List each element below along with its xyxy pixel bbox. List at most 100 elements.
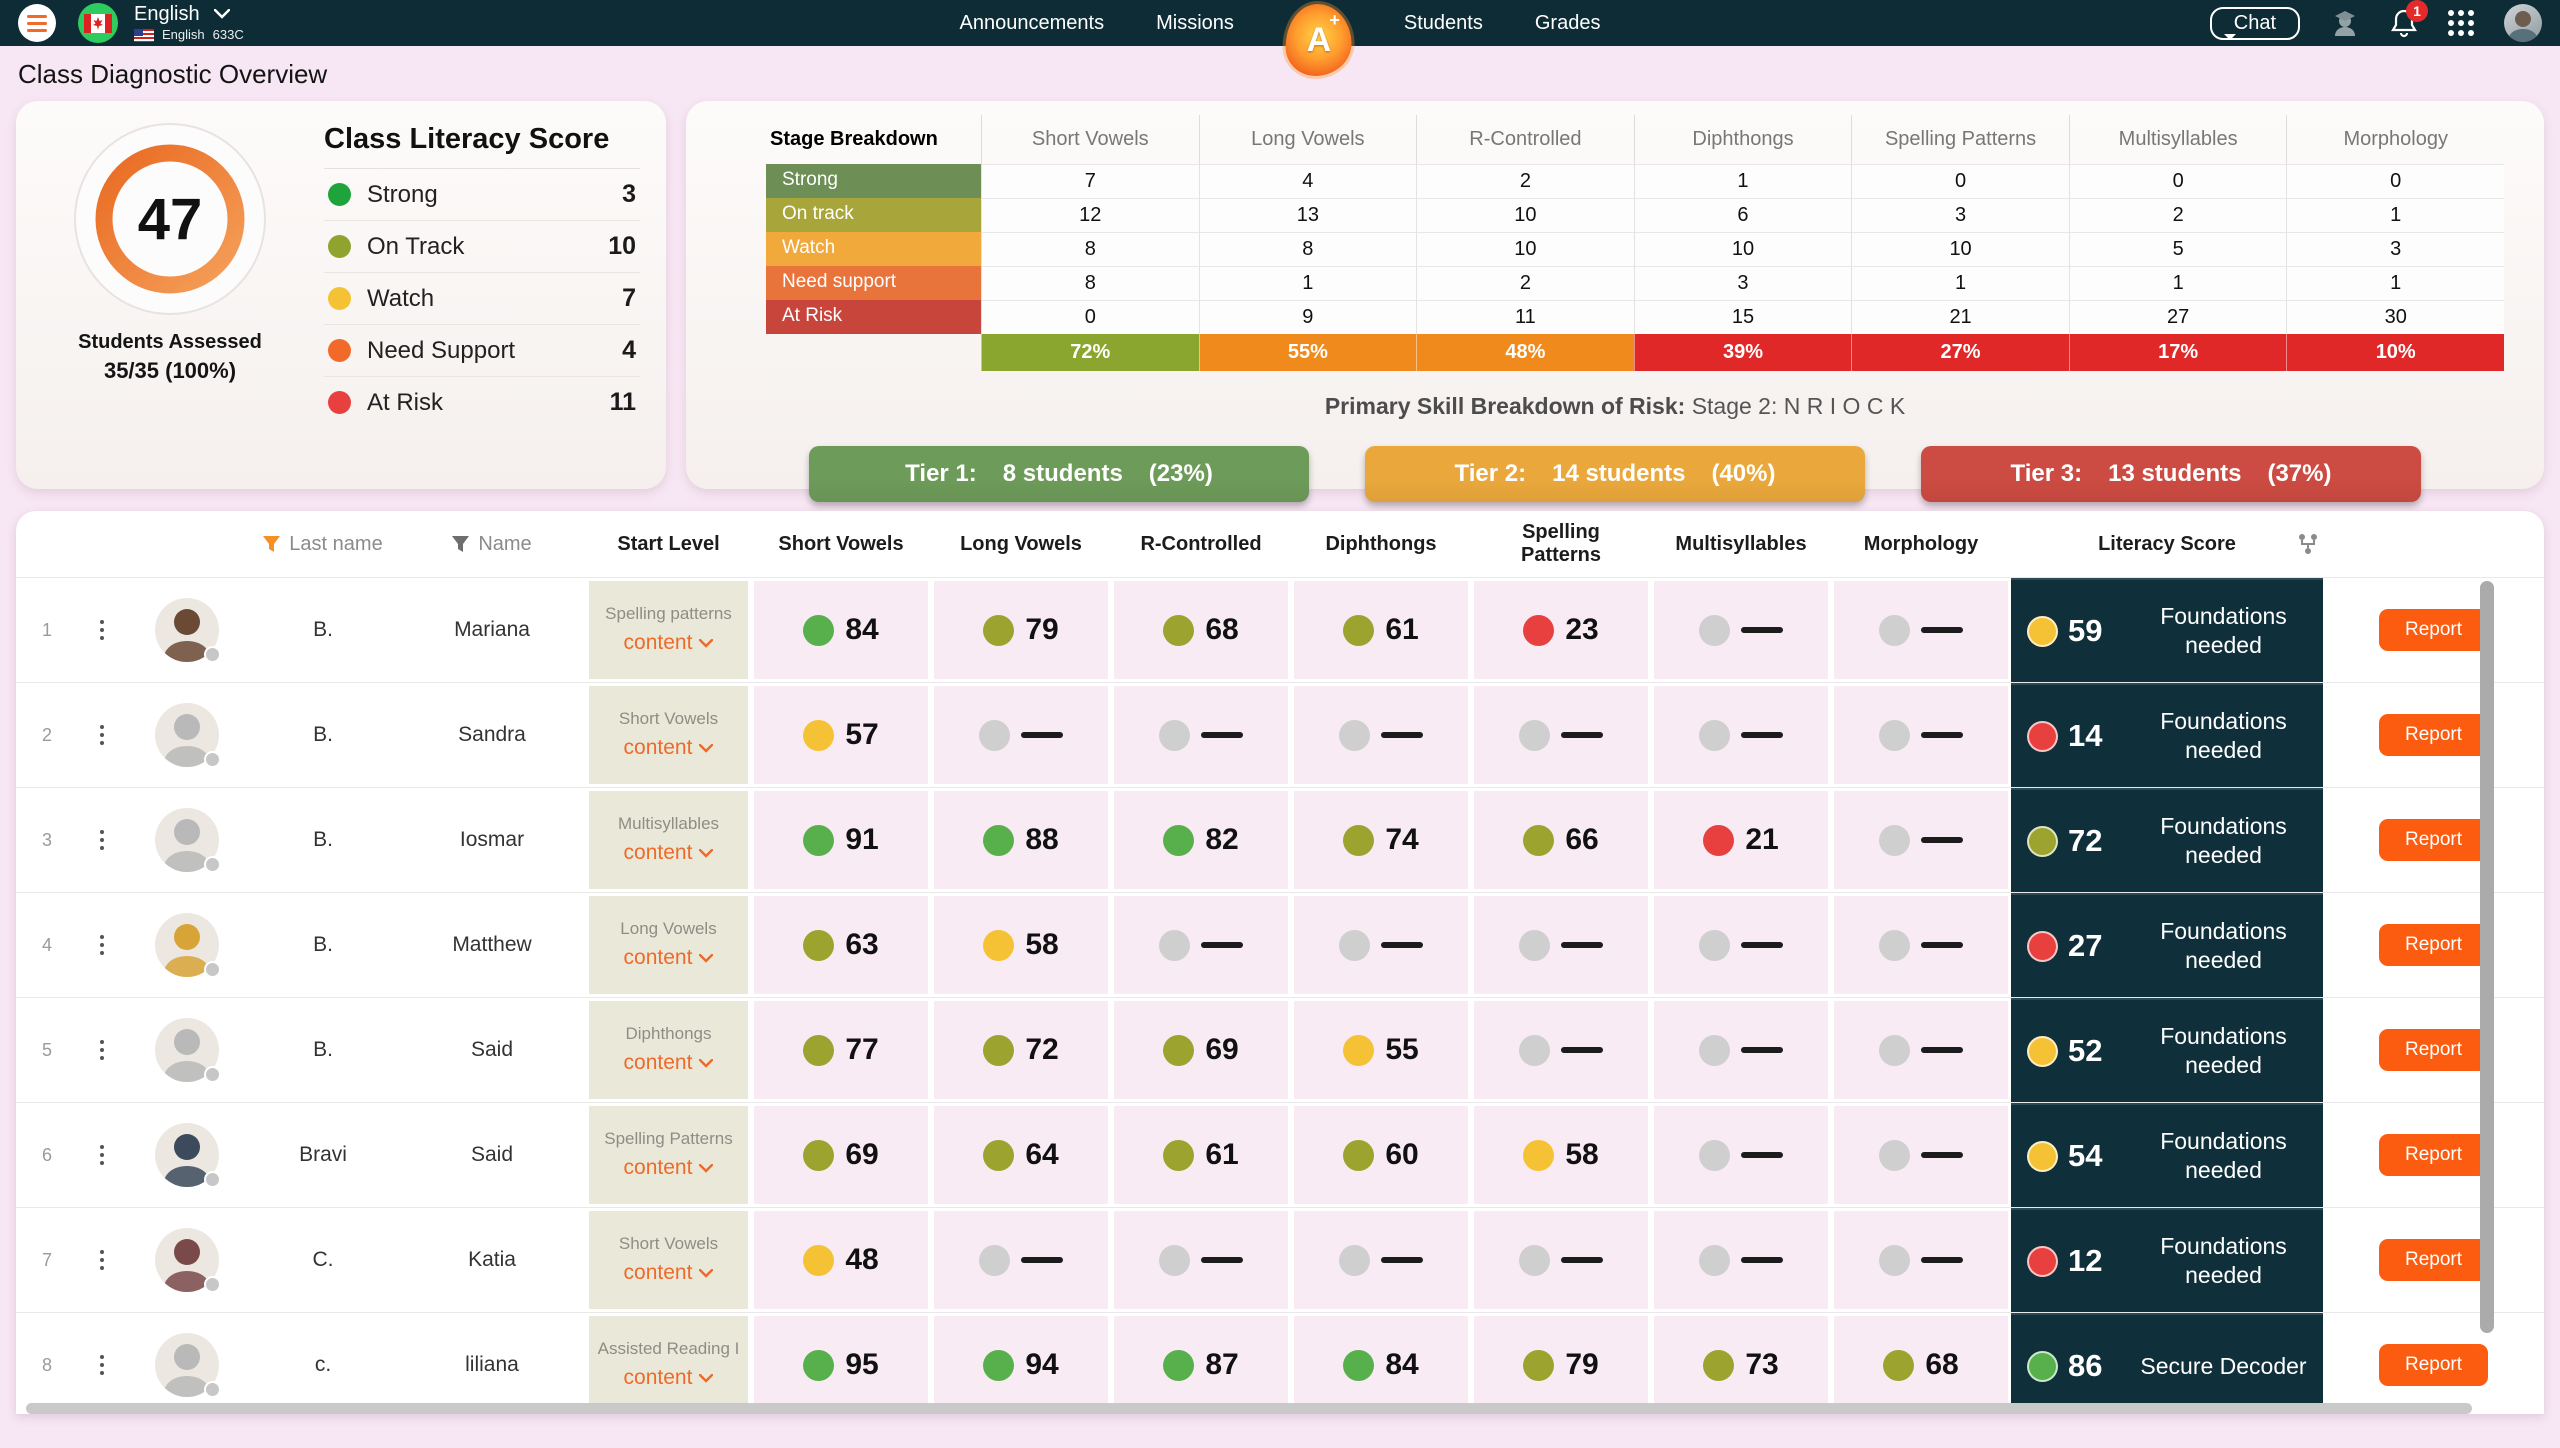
score-dot-icon — [803, 1349, 835, 1381]
stage-cell-value: 11 — [1416, 300, 1634, 334]
column-header-r-controlled[interactable]: R-Controlled — [1140, 532, 1262, 555]
start-level-cell: Spelling Patterns content — [586, 1103, 751, 1207]
skill-score-value: 57 — [845, 718, 879, 751]
skill-score-value: 69 — [1205, 1033, 1239, 1066]
tier-3-button[interactable]: Tier 3: 13 students (37%) — [1921, 446, 2421, 502]
language-selector[interactable]: English English 633C — [134, 3, 244, 42]
row-menu-icon[interactable] — [78, 788, 126, 892]
app-logo-icon[interactable]: A + — [1285, 4, 1352, 76]
row-menu-icon[interactable] — [78, 1208, 126, 1312]
nav-item-students[interactable]: Students — [1403, 11, 1483, 34]
last-name-cell: c. — [314, 1353, 332, 1376]
column-header-literacy-score[interactable]: Literacy Score — [2011, 533, 2323, 556]
start-level-label: Short Vowels — [618, 708, 719, 728]
content-dropdown[interactable]: content — [624, 1261, 714, 1285]
skill-score-cell — [1651, 1103, 1831, 1207]
legend-value: 4 — [622, 336, 636, 364]
row-menu-icon[interactable] — [78, 1103, 126, 1207]
start-level-cell: Multisyllables content — [586, 788, 751, 892]
row-menu-icon[interactable] — [78, 893, 126, 997]
score-dot-icon — [803, 719, 835, 751]
column-header-start-level[interactable]: Start Level — [617, 532, 720, 555]
score-dot-icon — [1163, 614, 1195, 646]
report-button[interactable]: Report — [2378, 1029, 2489, 1071]
stage-column-header: Spelling Patterns — [1851, 115, 2069, 164]
score-dot-icon — [803, 824, 835, 856]
row-menu-icon[interactable] — [78, 683, 126, 787]
column-header-long-vowels[interactable]: Long Vowels — [960, 532, 1082, 555]
score-dot-icon — [1699, 1034, 1730, 1066]
student-icon[interactable] — [2330, 8, 2360, 38]
content-dropdown[interactable]: content — [624, 841, 714, 865]
literacy-score-cell: 72 Foundations needed — [2011, 788, 2323, 892]
report-button[interactable]: Report — [2378, 1344, 2489, 1386]
horizontal-scrollbar[interactable] — [26, 1403, 2472, 1414]
report-button[interactable]: Report — [2378, 924, 2489, 966]
literacy-score-cell: 27 Foundations needed — [2011, 893, 2323, 997]
vertical-scrollbar[interactable] — [2480, 581, 2494, 1398]
last-name-cell: B. — [313, 723, 333, 746]
table-settings-icon[interactable] — [2295, 532, 2321, 556]
content-dropdown[interactable]: content — [624, 946, 714, 970]
stage-cell-value: 10 — [1416, 198, 1634, 232]
content-dropdown[interactable]: content — [624, 1051, 714, 1075]
skill-score-cell — [1471, 998, 1651, 1102]
apps-grid-icon[interactable] — [2448, 10, 2474, 36]
score-dot-icon — [1343, 614, 1375, 646]
score-dot-icon — [1879, 1034, 1910, 1066]
legend-dot-icon — [328, 287, 351, 310]
nav-item-grades[interactable]: Grades — [1534, 11, 1601, 34]
student-avatar[interactable] — [155, 1018, 221, 1083]
student-avatar[interactable] — [155, 808, 221, 873]
student-avatar[interactable] — [155, 1123, 221, 1188]
student-avatar[interactable] — [155, 598, 221, 663]
hamburger-menu-icon[interactable] — [18, 4, 56, 42]
student-avatar[interactable] — [155, 1333, 221, 1398]
student-row-matthew: 4 B. Matthew Long Vowels content 63 58 2… — [16, 892, 2544, 997]
report-button[interactable]: Report — [2378, 819, 2489, 861]
row-menu-icon[interactable] — [78, 998, 126, 1102]
user-avatar[interactable] — [2504, 4, 2542, 42]
score-dot-icon — [979, 719, 1010, 751]
skill-score-value: 72 — [1025, 1033, 1059, 1066]
row-menu-icon[interactable] — [78, 578, 126, 682]
report-button[interactable]: Report — [2378, 609, 2489, 651]
start-level-cell: Spelling patterns content — [586, 578, 751, 682]
tier-2-button[interactable]: Tier 2: 14 students (40%) — [1365, 446, 1865, 502]
report-button[interactable]: Report — [2378, 1134, 2489, 1176]
column-header-short-vowels[interactable]: Short Vowels — [778, 532, 904, 555]
canada-flag-icon[interactable] — [78, 3, 118, 43]
column-header-diphthongs[interactable]: Diphthongs — [1325, 532, 1437, 555]
content-dropdown[interactable]: content — [624, 1366, 714, 1390]
column-header-spelling-patterns[interactable]: Spelling Patterns — [1520, 521, 1602, 566]
start-level-cell: Short Vowels content — [586, 683, 751, 787]
content-dropdown[interactable]: content — [624, 1156, 714, 1180]
skill-score-cell — [1651, 893, 1831, 997]
column-header-last-name[interactable]: Last name — [248, 533, 398, 556]
stage-cell-value: 2 — [1416, 266, 1634, 300]
student-avatar[interactable] — [155, 1228, 221, 1293]
row-menu-icon[interactable] — [78, 1313, 126, 1414]
tier-1-button[interactable]: Tier 1: 8 students (23%) — [809, 446, 1309, 502]
report-button[interactable]: Report — [2378, 1239, 2489, 1281]
nav-item-missions[interactable]: Missions — [1156, 11, 1234, 34]
column-header-name[interactable]: Name — [398, 533, 586, 556]
chevron-down-icon — [699, 638, 714, 648]
content-dropdown[interactable]: content — [624, 631, 714, 655]
column-header-morphology[interactable]: Morphology — [1863, 532, 1979, 555]
chat-button[interactable]: Chat — [2209, 6, 2300, 40]
notifications-bell-icon[interactable]: 1 — [2390, 0, 2428, 38]
column-header-multisyllables[interactable]: Multisyllables — [1675, 532, 1807, 555]
student-avatar[interactable] — [155, 913, 221, 978]
student-avatar[interactable] — [155, 703, 221, 768]
skill-score-value: 77 — [845, 1033, 879, 1066]
no-score-dash — [1381, 942, 1423, 948]
skill-score-value: 82 — [1205, 823, 1239, 856]
student-row-iosmar: 3 B. Iosmar Multisyllables content 91 88… — [16, 787, 2544, 892]
literacy-dot-icon — [2027, 825, 2058, 857]
report-button[interactable]: Report — [2378, 714, 2489, 756]
content-dropdown[interactable]: content — [624, 736, 714, 760]
nav-item-announcements[interactable]: Announcements — [959, 11, 1105, 34]
start-level-label: Multisyllables — [617, 813, 720, 833]
stage-row-label: Need support — [766, 266, 981, 300]
